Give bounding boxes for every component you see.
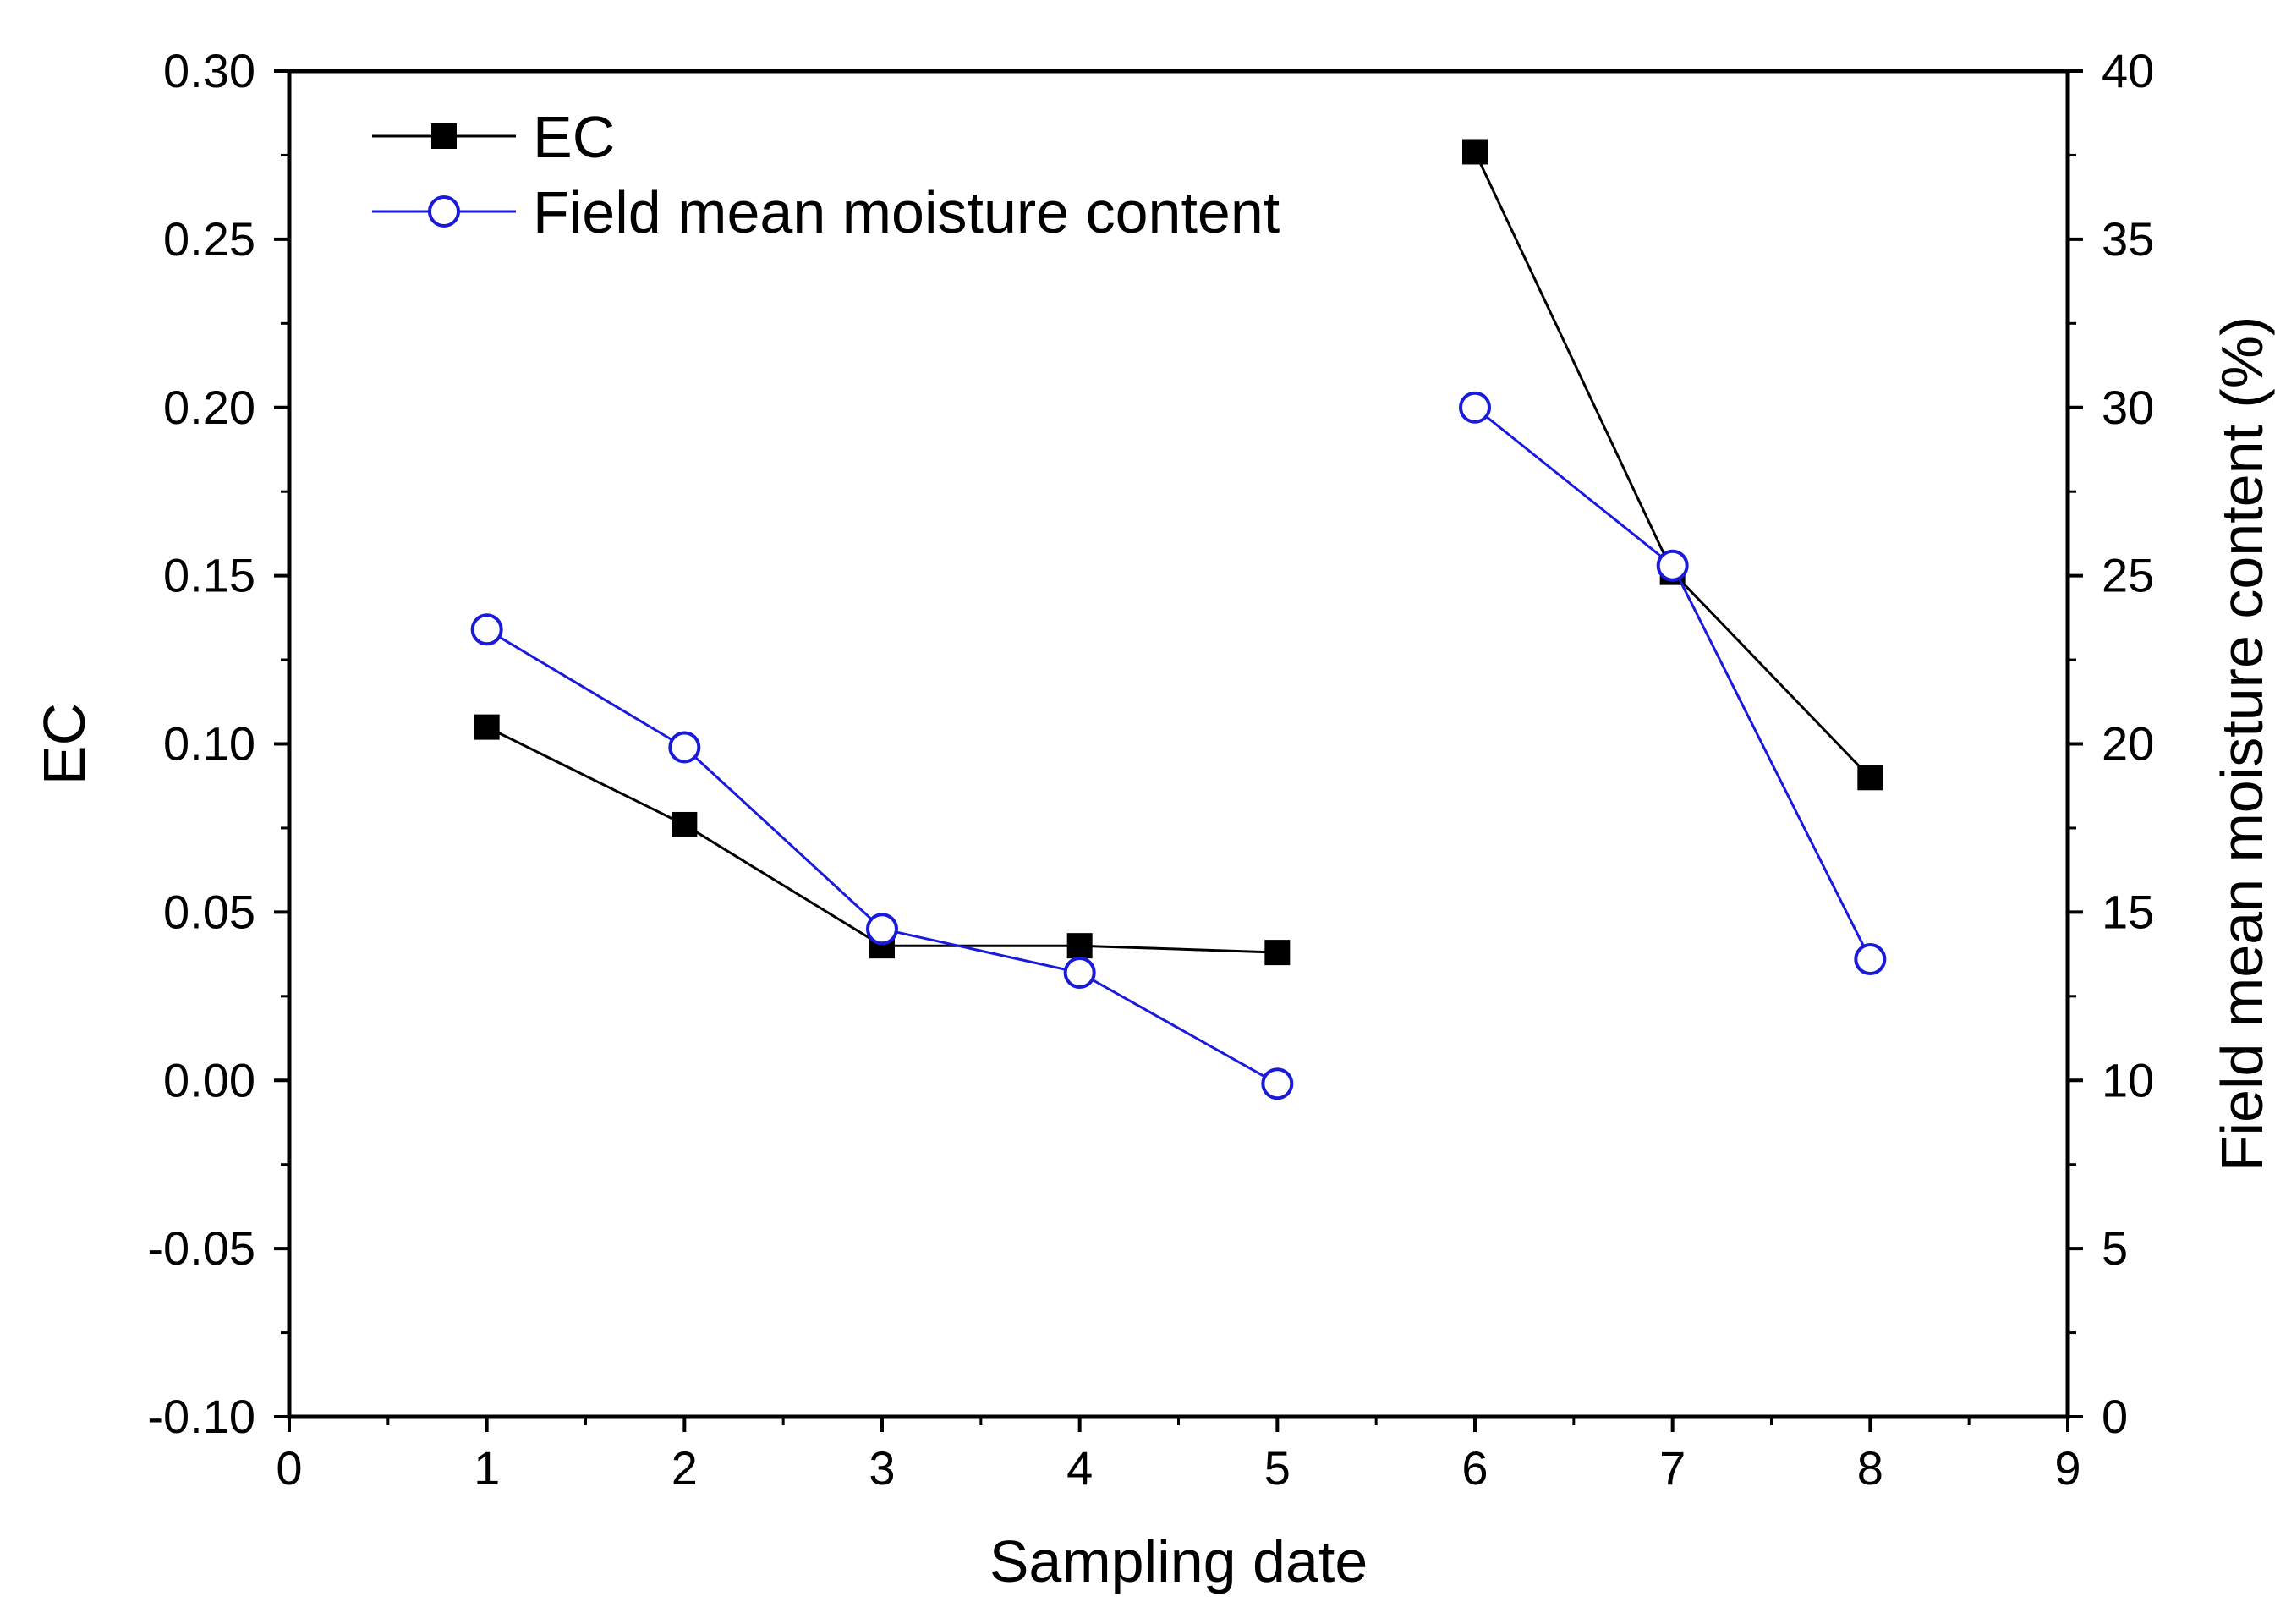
moisture-point-8 xyxy=(1854,943,1887,976)
y-right-tick-label: 10 xyxy=(2102,1053,2154,1106)
moisture-point-2 xyxy=(668,731,701,764)
y-left-tick-label: -0.05 xyxy=(147,1221,255,1275)
y-right-tick-label: 0 xyxy=(2102,1390,2128,1443)
x-tick-label: 7 xyxy=(1659,1441,1686,1495)
x-tick-label: 2 xyxy=(672,1441,698,1495)
x-tick-label: 6 xyxy=(1461,1441,1488,1495)
x-tick-label: 0 xyxy=(276,1441,302,1495)
ec-point-8 xyxy=(1857,765,1883,791)
y-left-tick-label: 0.30 xyxy=(163,44,255,97)
moisture-point-4 xyxy=(1063,956,1096,989)
legend-marker-moisture xyxy=(428,195,460,228)
y-left-tick-label: 0.15 xyxy=(163,549,255,602)
moisture-point-7 xyxy=(1656,549,1689,582)
y-right-tick-label: 20 xyxy=(2102,717,2154,771)
x-axis-title: Sampling date xyxy=(989,1528,1368,1594)
x-tick-label: 9 xyxy=(2054,1441,2080,1495)
y-left-tick-label: 0.25 xyxy=(163,212,255,266)
ec-point-1 xyxy=(474,714,500,740)
y-left-axis-title: EC xyxy=(31,703,97,785)
y-right-axis-title: Field mean moisture content (%) xyxy=(2209,316,2275,1172)
moisture-point-5 xyxy=(1261,1067,1294,1100)
y-left-tick-label: 0.00 xyxy=(163,1053,255,1106)
moisture-series xyxy=(470,391,1887,1100)
y-right-tick-label: 15 xyxy=(2102,885,2154,938)
legend: EC Field mean moisture content xyxy=(372,104,1280,245)
axes-layer: 0 1 2 3 4 5 6 7 8 9 -0.10 -0.05 0.00 0.05 0.10 0.15 0.20… xyxy=(31,44,2275,1594)
y-right-tick-label: 5 xyxy=(2102,1221,2128,1275)
ec-point-4 xyxy=(1066,933,1093,959)
marks-layer xyxy=(470,139,1887,1100)
moisture-point-3 xyxy=(866,913,898,946)
ec-point-5 xyxy=(1264,940,1291,966)
ec-point-6 xyxy=(1462,139,1488,165)
y-left-tick-label: -0.10 xyxy=(147,1390,255,1443)
x-tick-label: 8 xyxy=(1857,1441,1883,1495)
legend-item-ec: EC xyxy=(372,104,615,170)
legend-marker-ec xyxy=(431,123,457,149)
legend-label-ec: EC xyxy=(533,104,615,170)
moisture-point-6 xyxy=(1459,391,1491,424)
y-left-tick-label: 0.10 xyxy=(163,717,255,771)
legend-item-moisture: Field mean moisture content xyxy=(372,179,1280,245)
y-right-tick-label: 30 xyxy=(2102,381,2154,434)
y-right-tick-label: 25 xyxy=(2102,549,2154,602)
ec-point-2 xyxy=(672,811,698,837)
x-tick-label: 1 xyxy=(474,1441,500,1495)
x-tick-label: 4 xyxy=(1066,1441,1093,1495)
x-tick-label: 5 xyxy=(1264,1441,1291,1495)
legend-label-moisture: Field mean moisture content xyxy=(533,179,1280,245)
y-right-tick-label: 35 xyxy=(2102,212,2154,266)
moisture-point-1 xyxy=(470,613,503,646)
x-tick-label: 3 xyxy=(869,1441,895,1495)
y-left-tick-label: 0.05 xyxy=(163,885,255,938)
y-left-tick-label: 0.20 xyxy=(163,381,255,434)
y-right-tick-label: 40 xyxy=(2102,44,2154,97)
